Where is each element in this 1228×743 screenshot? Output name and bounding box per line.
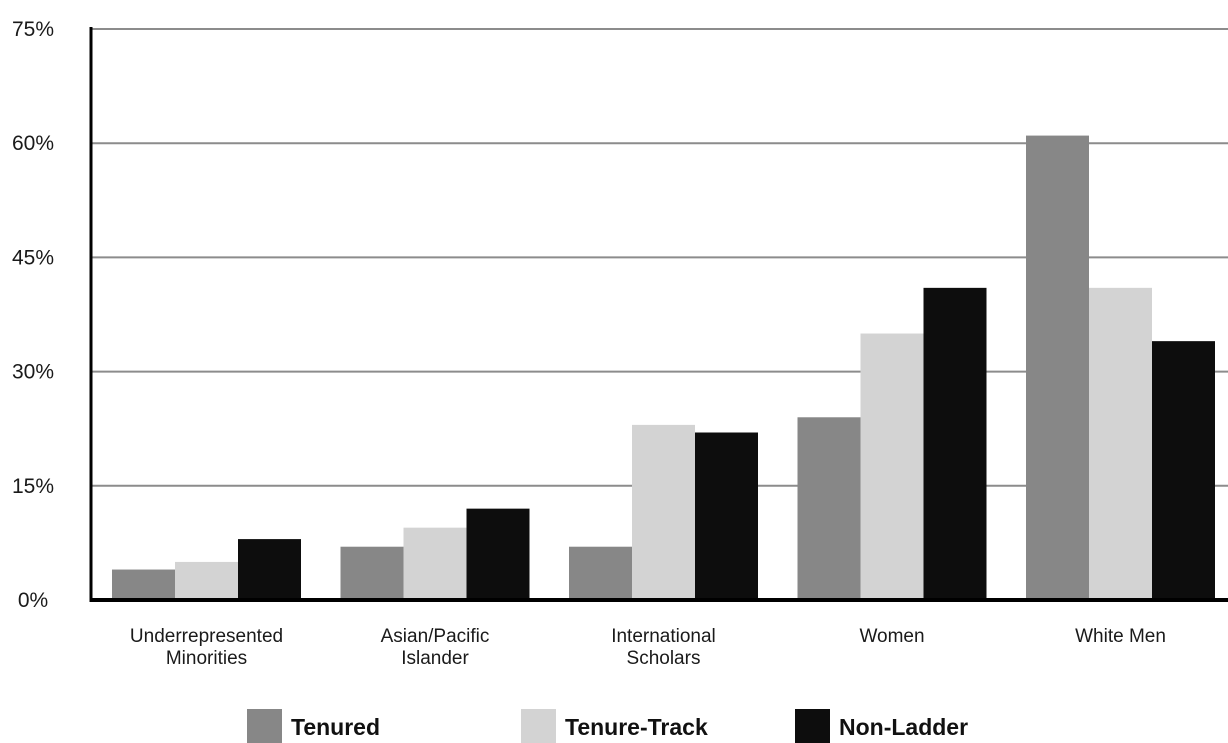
category-label: Underrepresented Minorities: [130, 626, 283, 669]
legend-item-tenured: Tenured: [247, 709, 380, 743]
category-label-line: Scholars: [627, 648, 701, 669]
category-label-line: Asian/Pacific: [381, 626, 490, 647]
category-label-line: International: [611, 626, 716, 647]
category-label-line: Women: [859, 626, 924, 647]
y-tick-label: 60%: [12, 132, 54, 155]
bar-non-ladder-1: [466, 508, 530, 600]
bar-tenured-3: [797, 417, 861, 600]
bar-tenured-2: [569, 546, 632, 600]
category-label-line: Minorities: [166, 648, 247, 669]
category-label: Women: [859, 626, 924, 647]
legend-swatch: [795, 709, 830, 743]
y-tick-label: 0%: [18, 589, 48, 612]
legend-label: Non-Ladder: [839, 714, 968, 740]
bar-tenure-track-4: [1089, 287, 1152, 600]
bar-non-ladder-0: [238, 539, 301, 600]
y-tick-label: 75%: [12, 18, 54, 41]
bar-tenured-1: [340, 546, 404, 600]
legend-item-non-ladder: Non-Ladder: [795, 709, 968, 743]
y-tick-label: 15%: [12, 475, 54, 498]
category-label-line: Underrepresented: [130, 626, 283, 647]
bar-tenure-track-1: [403, 527, 467, 600]
legend-swatch: [247, 709, 282, 743]
y-tick-label: 30%: [12, 361, 54, 384]
legend: Tenured Tenure-Track Non-Ladder: [247, 709, 968, 743]
legend-label: Tenured: [291, 714, 380, 740]
legend-swatch: [521, 709, 556, 743]
axes: [89, 27, 1228, 602]
y-tick-label: 45%: [12, 246, 54, 269]
category-label: White Men: [1075, 626, 1166, 647]
legend-label: Tenure-Track: [565, 714, 708, 740]
bars: [112, 135, 1215, 600]
legend-item-tenure-track: Tenure-Track: [521, 709, 708, 743]
category-label: Asian/Pacific Islander: [381, 626, 490, 669]
bar-non-ladder-4: [1152, 341, 1215, 600]
bar-non-ladder-3: [923, 287, 987, 600]
bar-non-ladder-2: [695, 432, 758, 600]
category-label-line: Islander: [401, 648, 469, 669]
category-label: International Scholars: [611, 626, 716, 669]
bar-tenure-track-3: [860, 333, 924, 600]
bar-tenured-4: [1026, 135, 1089, 600]
y-axis-tick-labels: 0% 15% 30% 45% 60% 75%: [12, 18, 54, 612]
bar-tenure-track-2: [632, 424, 695, 600]
category-label-line: White Men: [1075, 626, 1166, 647]
bar-tenure-track-0: [175, 561, 238, 600]
bar-tenured-0: [112, 569, 175, 600]
